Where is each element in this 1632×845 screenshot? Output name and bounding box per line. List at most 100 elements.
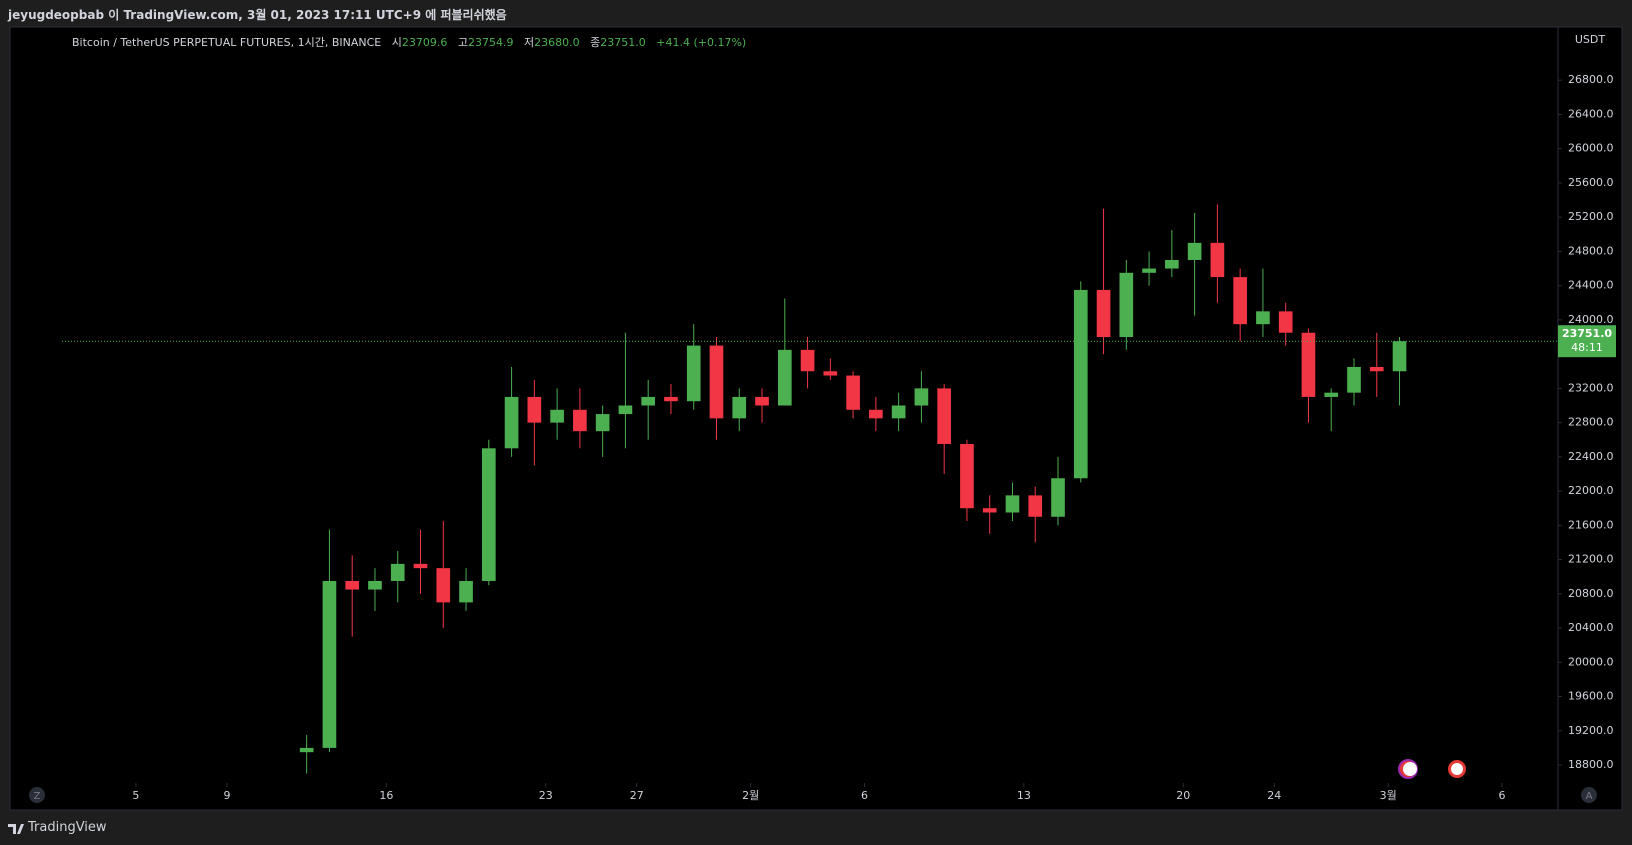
candle-body (1369, 366, 1384, 372)
y-tick-label: 20000.0 (1568, 655, 1614, 668)
x-tick-label: 6 (861, 789, 868, 802)
candle-body (960, 444, 974, 509)
candle-body (1051, 478, 1065, 517)
candle-body (299, 747, 314, 753)
x-tick-label: 13 (1017, 789, 1031, 802)
low-value: 23680.0 (534, 36, 580, 49)
candle-body (664, 396, 678, 402)
candle-body (982, 508, 997, 513)
brand-logo[interactable] (8, 822, 28, 836)
candle-body (595, 414, 610, 432)
candle-body (823, 371, 838, 376)
y-tick-label: 24400.0 (1568, 279, 1614, 292)
x-tick-label: 9 (223, 789, 230, 802)
event-flag[interactable] (1451, 763, 1463, 775)
candle-body (1233, 277, 1247, 325)
last-price-box (1558, 325, 1616, 358)
button-a-label[interactable]: A (1586, 791, 1593, 802)
candle-body (1324, 392, 1339, 397)
candle-body (777, 349, 792, 406)
x-tick-label: 23 (539, 789, 553, 802)
candle-body (1028, 495, 1043, 517)
y-tick-label: 25600.0 (1568, 176, 1614, 189)
close-value: 23751.0 (600, 36, 646, 49)
candle-body (550, 409, 564, 423)
x-tick-label: 20 (1176, 789, 1190, 802)
chart-panel (9, 26, 1623, 811)
brand[interactable]: TradingView (28, 820, 107, 835)
countdown: 48:11 (1571, 341, 1603, 354)
candle-body (345, 580, 360, 590)
y-tick-label: 26400.0 (1568, 107, 1614, 120)
candle-body (641, 396, 656, 406)
candle-body (527, 396, 542, 423)
y-tick-label: 20400.0 (1568, 621, 1614, 634)
candle-body (436, 568, 451, 603)
y-tick-label: 22800.0 (1568, 416, 1614, 429)
y-tick-label: 22400.0 (1568, 450, 1614, 463)
candle-body (869, 409, 883, 419)
x-tick-label: 27 (630, 789, 644, 802)
candle-body (1142, 268, 1156, 273)
candle-body (1165, 259, 1179, 269)
y-tick-label: 21200.0 (1568, 553, 1614, 566)
currency-label: USDT (1575, 33, 1606, 46)
y-tick-label: 26800.0 (1568, 73, 1614, 86)
candle-body (846, 375, 860, 410)
y-tick-label: 21600.0 (1568, 518, 1614, 531)
y-tick-label: 20800.0 (1568, 587, 1614, 600)
candle-body (618, 405, 633, 415)
candle-body (1119, 272, 1134, 338)
candle-body (390, 563, 405, 581)
x-tick-label: 3월 (1380, 789, 1397, 802)
candle-body (1392, 341, 1407, 372)
candle-body (459, 580, 473, 603)
publish-info: jeyugdeopbab 이 TradingView.com, 3월 01, 2… (8, 8, 507, 22)
candle-body (322, 580, 337, 748)
change: +41.4 (+0.17%) (656, 36, 747, 49)
y-tick-label: 26000.0 (1568, 142, 1614, 155)
x-tick-label: 24 (1267, 789, 1281, 802)
y-tick-label: 19600.0 (1568, 690, 1614, 703)
candle-body (573, 409, 587, 432)
candle-body (1073, 289, 1088, 479)
event-flag[interactable] (1403, 762, 1417, 776)
button-z[interactable] (29, 787, 45, 803)
x-tick-label: 6 (1498, 789, 1505, 802)
candle-body (1096, 289, 1111, 338)
event-flags[interactable] (1398, 759, 1466, 779)
candle-body (1256, 311, 1270, 325)
low-label: 저 (523, 36, 535, 49)
brand-logo-shape (8, 824, 24, 834)
open-value: 23709.6 (401, 36, 448, 49)
x-tick-label: 16 (379, 789, 393, 802)
candle-body (368, 580, 382, 590)
candle-body (937, 388, 952, 445)
candle-body (1278, 311, 1293, 333)
y-tick-label: 24800.0 (1568, 244, 1614, 257)
close-label: 종 (590, 36, 601, 49)
y-tick-label: 19200.0 (1568, 724, 1614, 737)
candle-body (755, 396, 769, 406)
y-tick-label: 23200.0 (1568, 381, 1614, 394)
button-z-label[interactable]: Z (34, 791, 41, 802)
candle-body (1187, 242, 1202, 260)
candle-body (800, 349, 815, 372)
last-price-label: 23751.0 (1562, 327, 1612, 340)
high-label: 고 (457, 36, 468, 49)
candle-body (413, 563, 428, 569)
legend: Bitcoin / TetherUS PERPETUAL FUTURES, 1시… (72, 34, 746, 50)
symbol: Bitcoin / TetherUS PERPETUAL FUTURES, 1시… (72, 36, 382, 49)
x-tick-label: 2월 (742, 789, 759, 802)
y-tick-label: 18800.0 (1568, 758, 1614, 771)
candle-body (686, 345, 701, 402)
candle-body (1301, 332, 1316, 397)
candle-body (891, 405, 906, 419)
candle-body (504, 396, 519, 449)
candle-body (481, 448, 496, 581)
x-tick-label: 5 (132, 789, 139, 802)
button-a[interactable] (1581, 787, 1597, 803)
candle-body (1347, 366, 1361, 393)
